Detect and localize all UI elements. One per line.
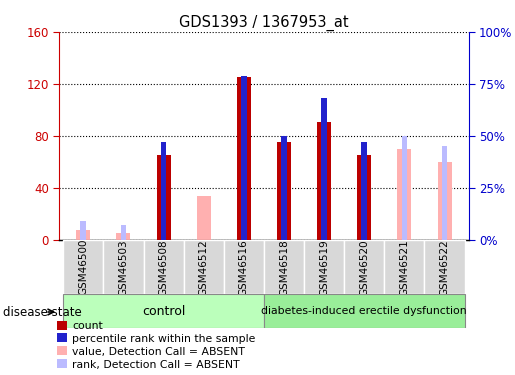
Title: GDS1393 / 1367953_at: GDS1393 / 1367953_at [179, 14, 349, 30]
Bar [264, 240, 304, 294]
Bar [197, 196, 211, 240]
Text: diabetes-induced erectile dysfunction: diabetes-induced erectile dysfunction [262, 306, 467, 316]
Text: GSM46519: GSM46519 [319, 239, 329, 296]
Bar [161, 142, 166, 240]
Bar [321, 99, 327, 240]
Bar [184, 240, 224, 294]
Text: GSM46516: GSM46516 [239, 239, 249, 296]
Bar [224, 240, 264, 294]
Bar [264, 294, 465, 328]
Bar [424, 240, 465, 294]
Bar [362, 142, 367, 240]
Text: GSM46503: GSM46503 [118, 239, 128, 296]
Bar [442, 146, 448, 240]
Text: disease state: disease state [3, 306, 81, 318]
Bar [281, 136, 287, 240]
Bar [80, 221, 86, 240]
Bar [237, 77, 251, 240]
Bar [438, 162, 452, 240]
Bar [63, 240, 104, 294]
Bar [357, 156, 371, 240]
Bar [144, 240, 184, 294]
Bar [241, 76, 247, 240]
Text: GSM46522: GSM46522 [440, 239, 450, 296]
Bar [398, 149, 411, 240]
Bar [76, 230, 90, 240]
Text: control: control [142, 305, 185, 318]
Bar [402, 136, 407, 240]
Bar [116, 234, 130, 240]
Bar [104, 240, 144, 294]
Bar [344, 240, 384, 294]
Text: GSM46518: GSM46518 [279, 239, 289, 296]
Text: GSM46512: GSM46512 [199, 239, 209, 296]
Text: GSM46508: GSM46508 [159, 239, 168, 296]
Legend: count, percentile rank within the sample, value, Detection Call = ABSENT, rank, : count, percentile rank within the sample… [57, 321, 255, 370]
Bar [63, 294, 264, 328]
Bar [304, 240, 344, 294]
Bar [277, 142, 291, 240]
Bar [157, 156, 170, 240]
Bar [384, 240, 424, 294]
Text: GSM46500: GSM46500 [78, 239, 88, 296]
Text: GSM46521: GSM46521 [400, 239, 409, 296]
Text: GSM46520: GSM46520 [359, 239, 369, 296]
Bar [121, 225, 126, 240]
Bar [317, 122, 331, 240]
